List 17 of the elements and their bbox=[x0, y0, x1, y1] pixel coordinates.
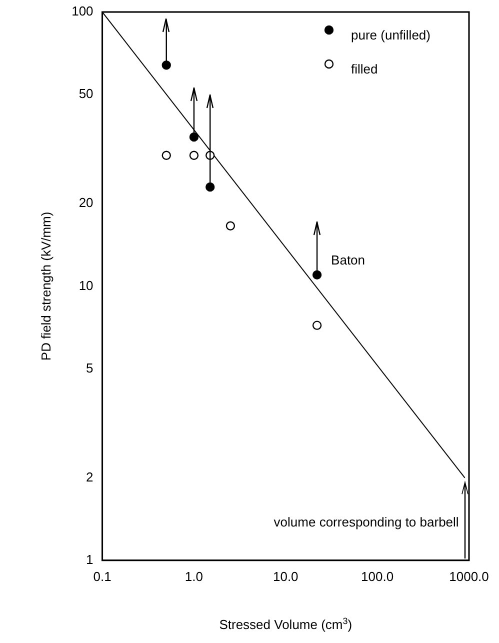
annotation: volume corresponding to barbell bbox=[274, 514, 459, 530]
x-tick-label: 0.1 bbox=[93, 568, 112, 584]
x-tick-label: 1.0 bbox=[184, 568, 204, 584]
y-tick-label: 1 bbox=[86, 552, 94, 567]
x-tick-label: 100.0 bbox=[361, 568, 394, 584]
y-tick-label: 20 bbox=[78, 195, 94, 210]
y-tick-label: 5 bbox=[86, 360, 94, 376]
legend-label: pure (unfilled) bbox=[351, 28, 430, 43]
y-axis-title: PD field strength (kV/mm) bbox=[38, 212, 54, 361]
annotation: Baton bbox=[331, 252, 366, 268]
y-tick-label: 2 bbox=[86, 469, 94, 484]
legend-label: filled bbox=[351, 62, 378, 77]
x-tick-label: 1000.0 bbox=[449, 568, 489, 584]
y-tick-label: 50 bbox=[78, 86, 94, 102]
y-tick-label: 10 bbox=[78, 278, 94, 293]
y-tick-label: 100 bbox=[72, 4, 94, 19]
x-tick-label: 10.0 bbox=[272, 568, 298, 584]
